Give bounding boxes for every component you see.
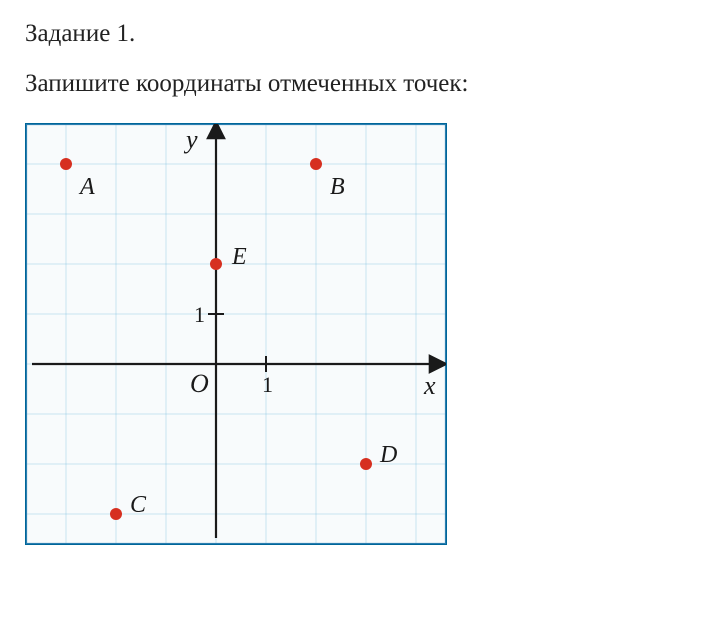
y-axis-label: y — [183, 125, 198, 154]
point-E — [210, 258, 222, 270]
x-tick-label: 1 — [262, 372, 273, 397]
exercise-title: Задание 1. — [25, 20, 677, 48]
instruction-text: Запишите координаты отмеченных точек: — [25, 70, 677, 98]
point-label-B: B — [330, 174, 345, 200]
coordinate-chart: 1 1 Ox y A B C D E — [25, 123, 447, 545]
point-label-A: A — [78, 174, 95, 200]
y-tick-label: 1 — [194, 302, 205, 327]
point-D — [360, 458, 372, 470]
origin-label: O — [190, 369, 209, 398]
point-label-E: E — [231, 244, 247, 270]
point-B — [310, 158, 322, 170]
point-label-D: D — [379, 442, 397, 468]
point-C — [110, 508, 122, 520]
point-label-C: C — [130, 492, 147, 518]
point-A — [60, 158, 72, 170]
x-axis-label: x — [423, 371, 436, 400]
